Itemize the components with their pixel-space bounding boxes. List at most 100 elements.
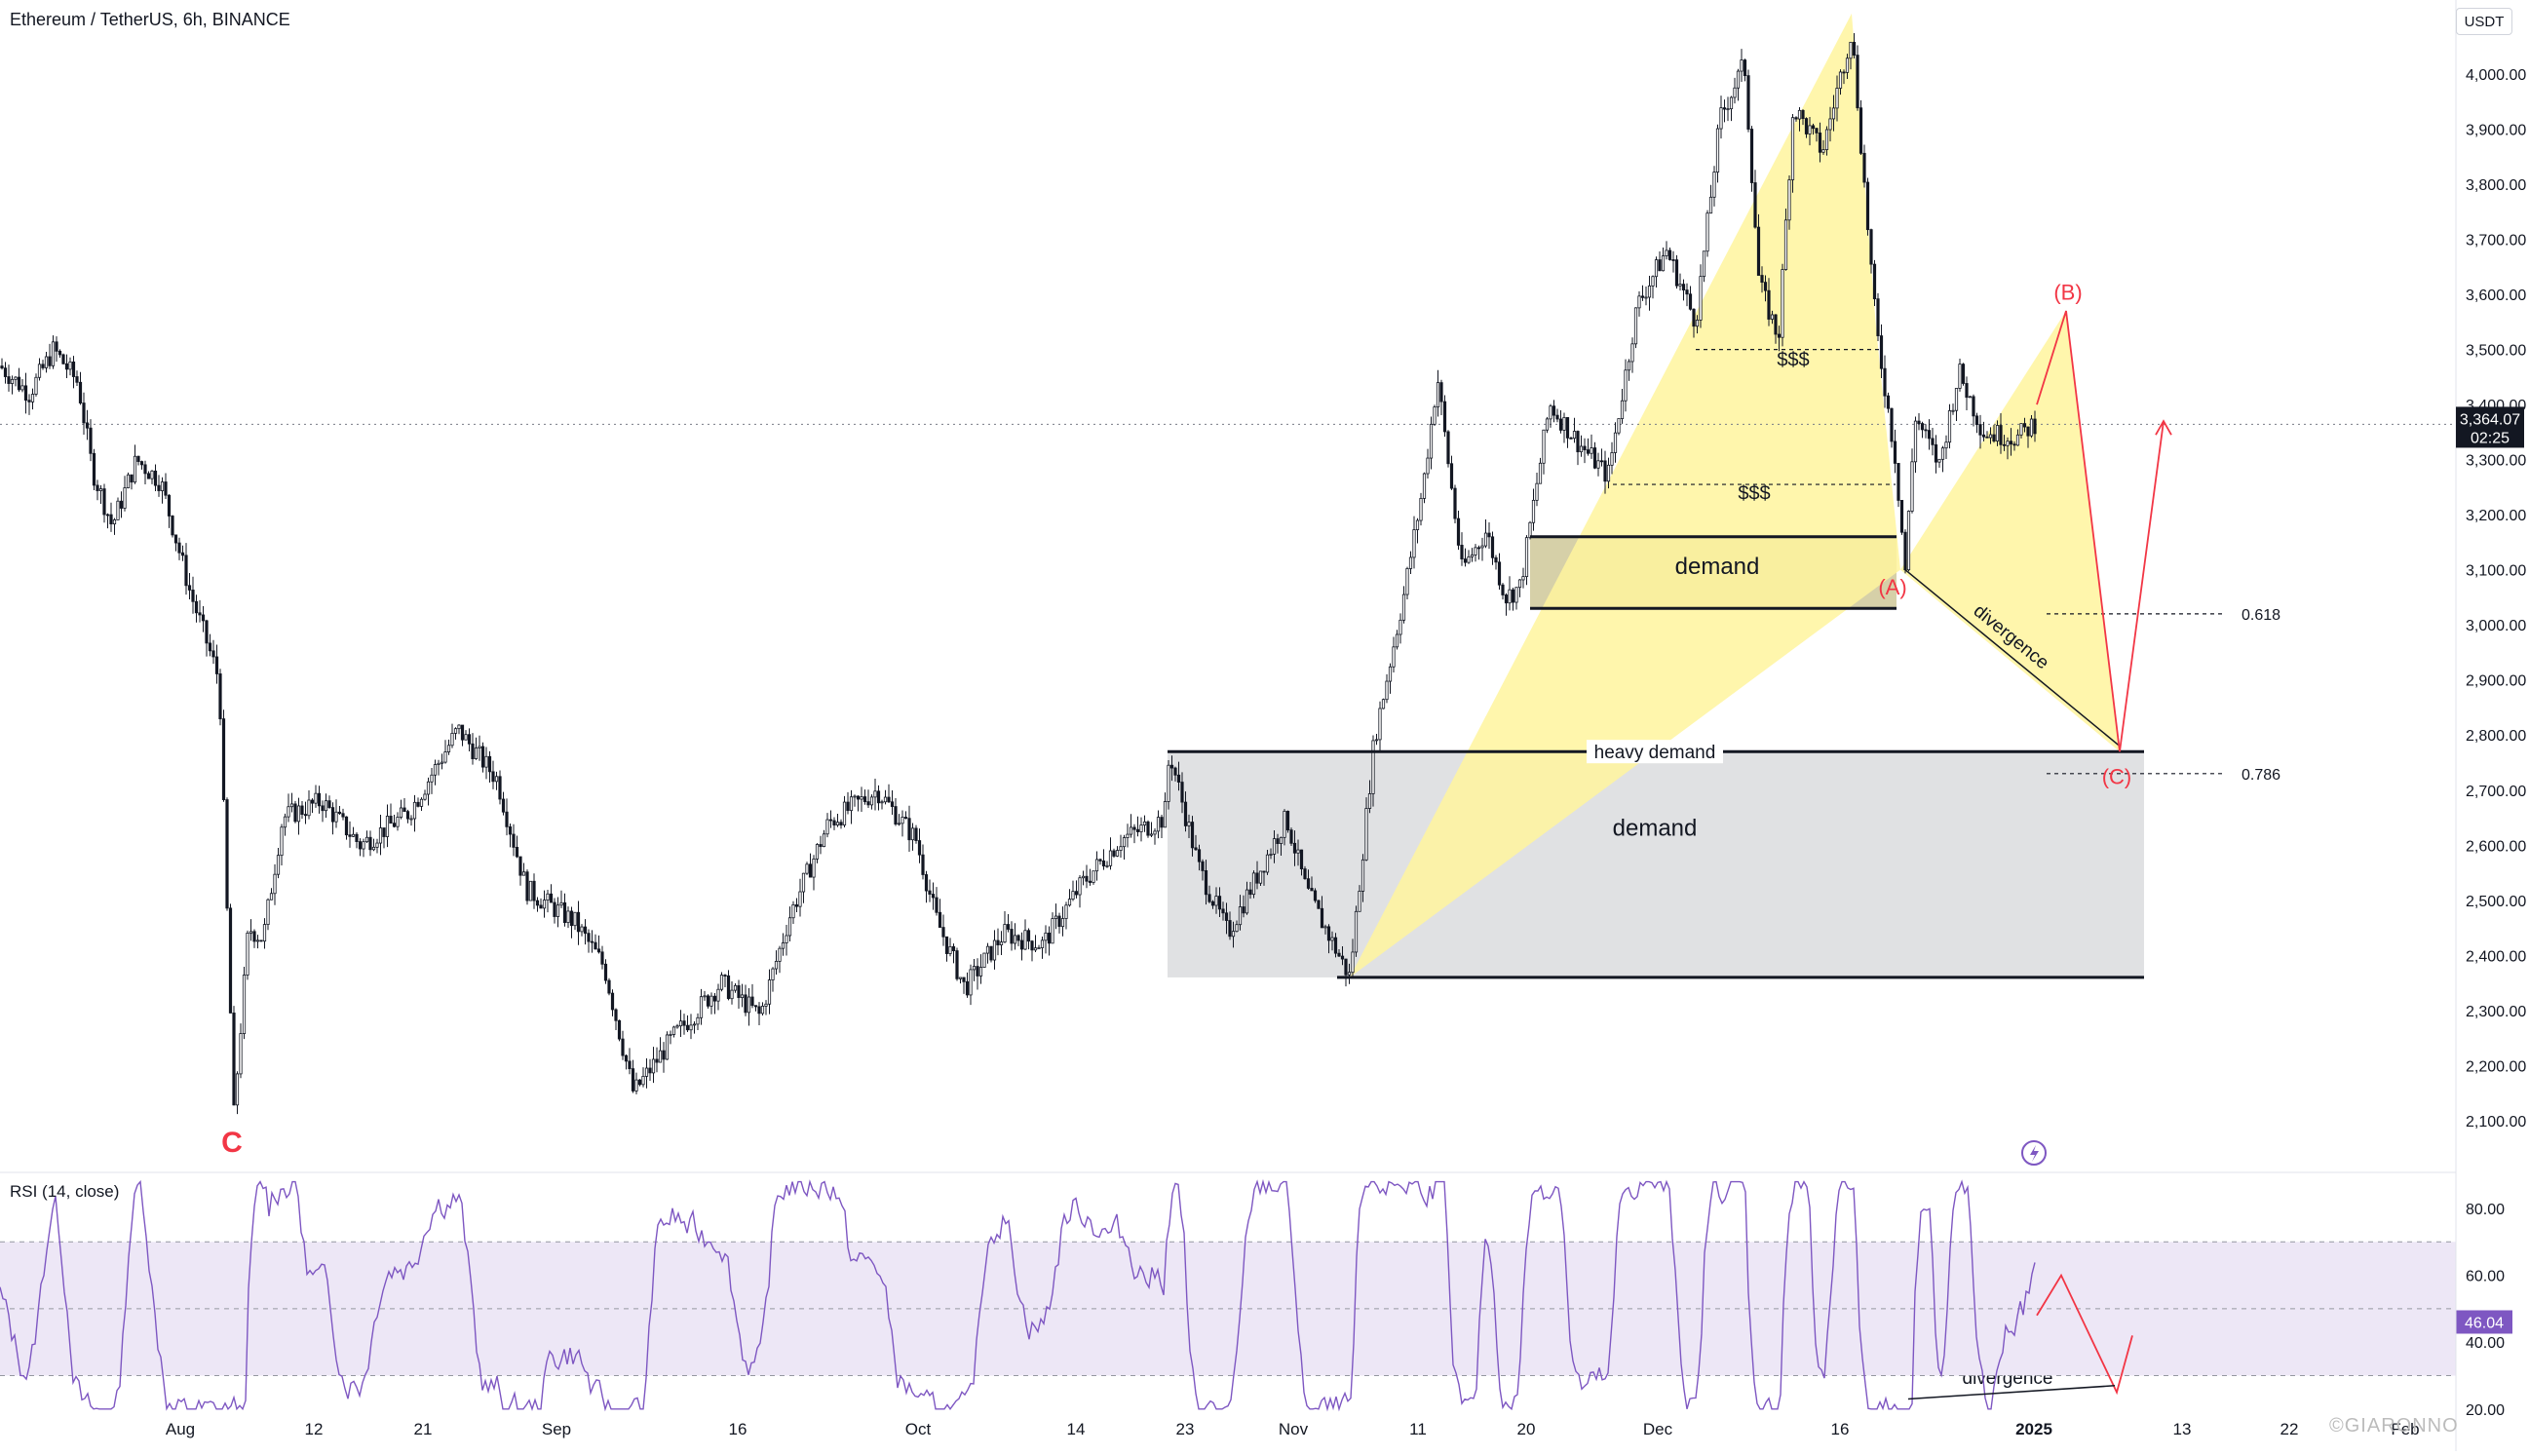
price-tick: 2,200.00 [2466,1058,2526,1075]
candle-body [972,966,977,971]
candle-body [232,1013,236,1106]
time-tick: 16 [729,1420,747,1438]
heavy-demand-zone [1168,751,2144,977]
candle-body [1610,452,1614,466]
candle-body [252,931,256,942]
candle-body [812,858,816,878]
candle-body [96,484,99,491]
candle-body [1139,824,1143,832]
candle-body [1497,561,1502,586]
time-tick: 12 [305,1420,324,1438]
candle-body [634,1079,638,1092]
rsi-indicator-label[interactable]: RSI (14, close) [10,1182,120,1201]
candle-body [1057,915,1061,928]
candle-body [133,455,137,483]
candle-body [1067,899,1072,906]
candle-body [419,798,424,807]
candle-body [2033,418,2037,435]
candle-body [1763,282,1768,291]
currency-button[interactable]: USDT [2456,8,2512,35]
candle-body [1685,289,1689,295]
candle-body [0,365,4,369]
candle-body [1207,894,1211,902]
candle-body [1351,951,1355,974]
candle-body [1378,708,1382,741]
candle-body [358,841,363,850]
candle-body [102,488,106,516]
candle-body [1037,947,1041,949]
candle-body [1060,918,1065,928]
candle-body [1845,57,1850,73]
candle-body [1770,314,1775,320]
candle-body [1197,849,1202,862]
candle-body [1947,410,1952,443]
candle-body [1358,891,1361,912]
candle-body [1306,878,1311,889]
candle-body [1433,406,1437,425]
candle-body [699,996,704,1018]
candle-body [948,945,952,954]
candle-body [2026,426,2030,437]
candle-body [1115,850,1120,857]
candle-body [1726,108,1730,111]
candle-body [68,361,72,370]
candle-body [1555,414,1559,420]
candle-body [515,846,519,858]
candle-body [1323,926,1327,929]
price-tick: 3,500.00 [2466,343,2526,360]
candle-body [958,977,963,979]
price-tick: 2,800.00 [2466,728,2526,745]
candle-body [167,494,172,517]
candle-body [1958,364,1962,389]
candle-body [1187,822,1191,826]
candle-body [719,975,724,990]
candle-body [658,1050,663,1063]
candle-body [1006,924,1011,930]
candle-body [30,394,35,402]
candle-body [464,734,468,741]
candle-body [1217,896,1222,910]
candle-body [883,796,888,803]
candle-body [1354,910,1359,953]
candle-body [300,805,304,816]
candle-body [41,364,45,368]
projection-path [2036,310,2165,752]
candle-body [1978,424,1982,436]
candle-body [314,792,318,804]
candle-body [1831,107,1836,120]
candle-body [938,911,942,928]
candle-body [580,926,584,933]
candle-body [1910,461,1914,512]
candle-body [692,1023,697,1026]
wave-a-label: (A) [1878,575,1906,599]
candle-body [767,979,772,1005]
candle-body [1313,890,1318,901]
candle-body [211,650,215,658]
candle-body [1920,423,1925,431]
candle-body [1101,860,1106,867]
candle-body [1596,460,1600,469]
time-tick: 14 [1067,1420,1086,1438]
candle-body [1026,930,1031,942]
candle-body [157,484,161,491]
time-tick: Feb [2391,1420,2419,1438]
candle-body [1003,924,1007,943]
candle-body [610,992,615,1011]
candle-body [480,746,485,768]
candle-body [1201,861,1205,871]
candle-body [1092,870,1095,883]
candle-body [1968,396,1973,399]
current-price-value: 3,364.07 [2460,411,2520,428]
candle-body [853,795,857,798]
candle-body [1033,947,1038,951]
candle-body [1931,438,1935,445]
candle-body [64,363,69,370]
candle-body [1051,918,1054,944]
current-price-countdown: 02:25 [2471,430,2510,446]
candle-body [1081,875,1086,879]
candle-body [866,801,870,806]
candle-body [1940,447,1945,460]
candle-body [1538,462,1543,484]
candle-body [1934,443,1938,463]
